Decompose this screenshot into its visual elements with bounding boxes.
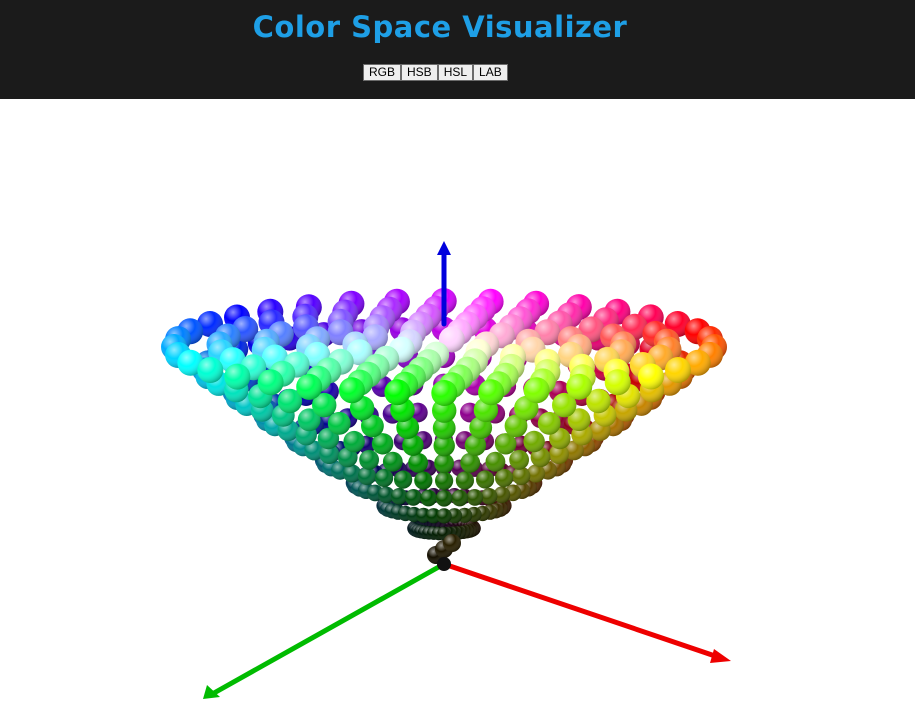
color-sphere [426,508,442,524]
color-sphere [327,411,351,435]
color-sphere [464,434,487,456]
color-sphere [665,357,691,383]
color-sphere [197,357,224,383]
color-sphere [684,349,711,376]
color-sphere [375,468,394,488]
color-sphere [384,379,411,406]
color-sphere [455,471,474,490]
color-sphere [390,488,408,505]
lab-mode-button[interactable]: LAB [473,64,508,81]
color-sphere [509,449,529,470]
color-sphere [436,508,452,524]
rgb-mode-button[interactable]: RGB [363,64,402,81]
color-sphere [537,411,561,435]
app-header: Color Space Visualizer RGB HSB HSL LAB [0,0,915,99]
mode-toolbar: RGB HSB HSL LAB [363,64,508,81]
color-sphere [394,470,413,489]
color-sphere [408,452,428,473]
color-sphere [451,489,469,507]
color-sphere [460,452,481,473]
color-sphere [434,453,454,474]
color-sphere [357,466,377,486]
color-sphere [549,444,569,464]
origin-sphere [437,557,451,571]
3d-viewport[interactable] [0,99,915,721]
color-sphere [523,377,550,404]
color-sphere [382,451,403,472]
color-sphere [337,447,358,468]
color-sphere [296,373,323,400]
color-sphere [433,435,455,457]
color-sphere [312,392,337,418]
color-sphere [586,388,611,414]
color-sphere [485,451,506,472]
color-sphere [359,449,379,470]
green-axis [203,561,447,699]
color-sphere [431,380,458,406]
color-sphere [177,349,204,376]
color-sphere [414,471,433,490]
color-sphere [343,464,362,483]
color-sphere [297,408,321,432]
color-sphere [402,434,424,456]
color-sphere [377,486,395,504]
color-sphere [338,377,365,404]
blue-axis [437,241,451,327]
color-sphere [480,488,498,505]
color-sphere [443,534,461,552]
color-sphere [476,470,495,489]
color-sphere [504,414,528,438]
color-sphere [604,369,631,396]
color-sphere [319,444,340,464]
color-sphere [435,490,453,507]
app-title: Color Space Visualizer [252,10,628,44]
color-sphere [523,430,545,453]
cone-front-spheres [161,334,723,564]
color-sphere [371,433,394,455]
color-sphere [564,440,584,461]
color-sphere [495,433,517,455]
color-sphere [277,388,303,414]
color-sphere [638,363,664,390]
color-sphere [567,408,591,432]
color-sphere [435,471,454,490]
color-sphere [478,379,505,406]
color-sphere [466,489,484,506]
hsl-mode-button[interactable]: HSL [437,64,474,81]
color-sphere [526,464,546,483]
color-sphere [224,363,251,390]
red-axis [441,561,731,663]
hsb-mode-button[interactable]: HSB [401,64,438,81]
color-sphere [257,369,284,396]
color-sphere [343,430,365,453]
color-sphere [552,392,577,418]
color-sphere [361,414,384,438]
color-sphere [304,440,325,461]
color-sphere [432,416,456,440]
color-sphere [493,486,511,504]
color-sphere [530,447,551,468]
color-space-scene[interactable] [0,99,915,721]
color-sphere [512,466,531,486]
color-sphere [566,373,593,400]
color-sphere [405,489,422,506]
color-sphere [420,489,437,507]
color-sphere [495,468,514,488]
